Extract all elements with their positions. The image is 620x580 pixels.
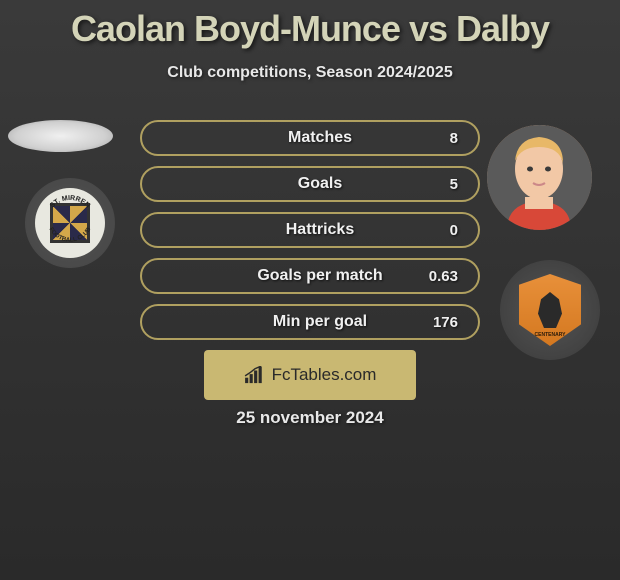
player-left-photo [8, 120, 113, 152]
club-badge-left: ST. MIRREN FOOTBALL CLUB [25, 178, 115, 268]
stat-row-goals: Goals 5 [140, 166, 480, 202]
stat-value: 8 [418, 130, 458, 147]
club-badge-right: CENTENARY [500, 260, 600, 360]
stat-label: Matches [222, 129, 418, 147]
stat-value: 176 [418, 314, 458, 331]
footer-attribution: FcTables.com [204, 350, 416, 400]
page-title: Caolan Boyd-Munce vs Dalby [0, 0, 620, 50]
stat-row-matches: Matches 8 [140, 120, 480, 156]
stat-label: Goals [222, 175, 418, 193]
stat-row-gpm: Goals per match 0.63 [140, 258, 480, 294]
footer-site: FcTables.com [272, 365, 377, 385]
stat-value: 0 [418, 222, 458, 239]
stats-container: Matches 8 Goals 5 Hattricks 0 Goals per … [140, 120, 480, 350]
stat-value: 5 [418, 176, 458, 193]
stat-label: Min per goal [222, 313, 418, 331]
svg-text:ST. MIRREN: ST. MIRREN [49, 195, 91, 210]
stat-row-hattricks: Hattricks 0 [140, 212, 480, 248]
stat-value: 0.63 [418, 268, 458, 285]
stat-label: Hattricks [222, 221, 418, 239]
svg-text:FOOTBALL CLUB: FOOTBALL CLUB [48, 226, 93, 244]
chart-icon [244, 366, 266, 384]
subtitle: Club competitions, Season 2024/2025 [0, 64, 620, 82]
stat-row-mpg: Min per goal 176 [140, 304, 480, 340]
stat-label: Goals per match [222, 267, 418, 285]
player-right-photo [487, 125, 592, 230]
date-label: 25 november 2024 [0, 408, 620, 428]
